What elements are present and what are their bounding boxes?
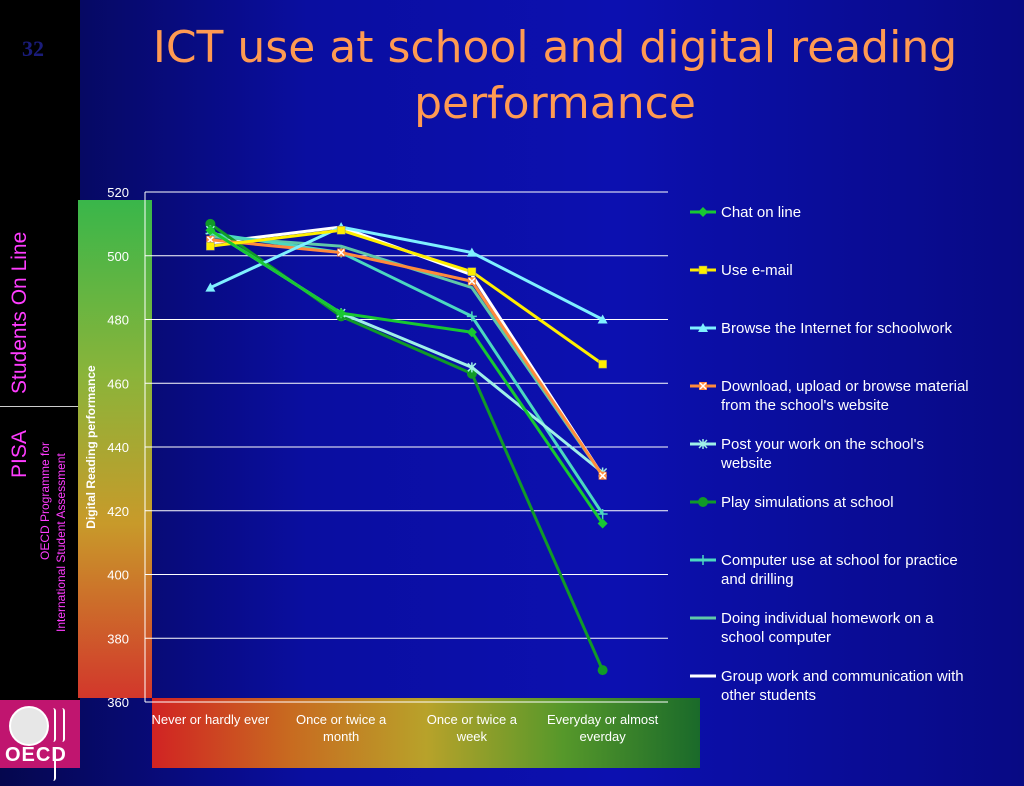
- y-tick-label: 440: [107, 440, 129, 455]
- legend-label: Download, upload or browse material from …: [721, 378, 969, 414]
- x-tick-label: Never or hardly ever: [151, 712, 269, 727]
- y-axis-label: Digital Reading performance: [84, 365, 98, 529]
- legend-item: Use e-mail: [690, 262, 793, 279]
- series-download: [206, 235, 607, 480]
- y-tick-label: 480: [107, 313, 129, 328]
- series-email: [206, 226, 607, 369]
- oecd-bars-icon: [50, 708, 74, 781]
- legend-item: Play simulations at school: [690, 494, 894, 511]
- series-line: [209, 228, 604, 525]
- series-line: [210, 228, 604, 366]
- legend-label: Group work and communication with other s…: [721, 668, 964, 704]
- marker-circle: [698, 497, 708, 507]
- legend-label: Use e-mail: [721, 262, 793, 279]
- marker-diamond: [205, 225, 216, 236]
- x-tick-label: Once or twice a month: [296, 712, 387, 744]
- marker-square: [598, 359, 607, 369]
- legend-label: Browse the Internet for schoolwork: [721, 320, 952, 337]
- legend-item: Post your work on the school's website: [690, 436, 924, 472]
- legend-item: Chat on line: [690, 204, 801, 221]
- legend-item: Group work and communication with other s…: [690, 668, 964, 704]
- series-chat: [205, 225, 608, 529]
- legend-item: Computer use at school for practice and d…: [690, 552, 958, 588]
- globe-icon: [9, 706, 49, 746]
- series-practice: [205, 228, 608, 519]
- marker-triangle: [597, 314, 608, 324]
- y-tick-label: 420: [107, 504, 129, 519]
- series-line: [209, 225, 604, 321]
- legend-item: Browse the Internet for schoolwork: [690, 320, 952, 337]
- marker-star: [698, 439, 708, 449]
- oecd-logo-text: OECD: [5, 744, 67, 766]
- marker-square: [467, 267, 477, 276]
- legend-item: Doing individual homework on a school com…: [690, 610, 934, 646]
- legend-label: Play simulations at school: [721, 494, 894, 511]
- legend-label: Post your work on the school's website: [720, 436, 924, 472]
- marker-square: [206, 241, 215, 251]
- marker-plus: [466, 311, 477, 322]
- marker-triangle: [205, 282, 216, 292]
- y-tick-label: 520: [107, 185, 129, 200]
- marker-x: [206, 236, 214, 244]
- line-chart: 360 380 400 420 440 460 480 500 520 Digital Readi…: [84, 185, 969, 744]
- marker-x: [699, 382, 707, 390]
- marker-diamond: [466, 327, 477, 338]
- marker-plus: [698, 555, 708, 565]
- marker-triangle: [466, 247, 477, 257]
- marker-x: [337, 249, 345, 257]
- marker-star: [467, 362, 477, 373]
- series-line: [210, 238, 604, 477]
- x-tick-label: Everyday or almost everday: [547, 712, 659, 744]
- sidebar-divider: [0, 406, 78, 407]
- marker-diamond: [698, 207, 708, 217]
- slide-number: 32: [22, 36, 44, 61]
- legend-label: Computer use at school for practice and d…: [721, 552, 958, 588]
- marker-triangle: [698, 323, 708, 332]
- bottom-gradient-band: [152, 698, 700, 768]
- y-tick-label: 400: [107, 568, 129, 583]
- marker-square: [336, 226, 346, 235]
- marker-diamond: [597, 518, 608, 529]
- legend-label: Chat on line: [721, 204, 801, 221]
- marker-circle: [205, 218, 216, 229]
- series-line: [210, 231, 604, 515]
- marker-x: [599, 472, 607, 480]
- marker-plus: [597, 508, 608, 519]
- x-tick-label: Once or twice a week: [427, 712, 518, 744]
- chart-title: ICT use at school and digital reading pe…: [152, 22, 958, 129]
- y-tick-label: 360: [107, 695, 129, 710]
- marker-circle: [597, 665, 608, 676]
- sidebar: 32 Students On Line PISA OECD Programme …: [0, 0, 80, 781]
- plot-gradient-band: [78, 200, 152, 698]
- marker-x: [468, 277, 476, 285]
- y-tick-label: 460: [107, 376, 129, 391]
- marker-diamond: [336, 308, 347, 319]
- marker-square: [698, 265, 708, 275]
- legend-label: Doing individual homework on a school com…: [721, 610, 934, 646]
- legend-item: Download, upload or browse material from …: [690, 378, 969, 414]
- series-browse: [205, 222, 608, 324]
- oecd-logo: OECD: [0, 700, 80, 781]
- y-tick-label: 380: [107, 631, 129, 646]
- y-tick-label: 500: [107, 249, 129, 264]
